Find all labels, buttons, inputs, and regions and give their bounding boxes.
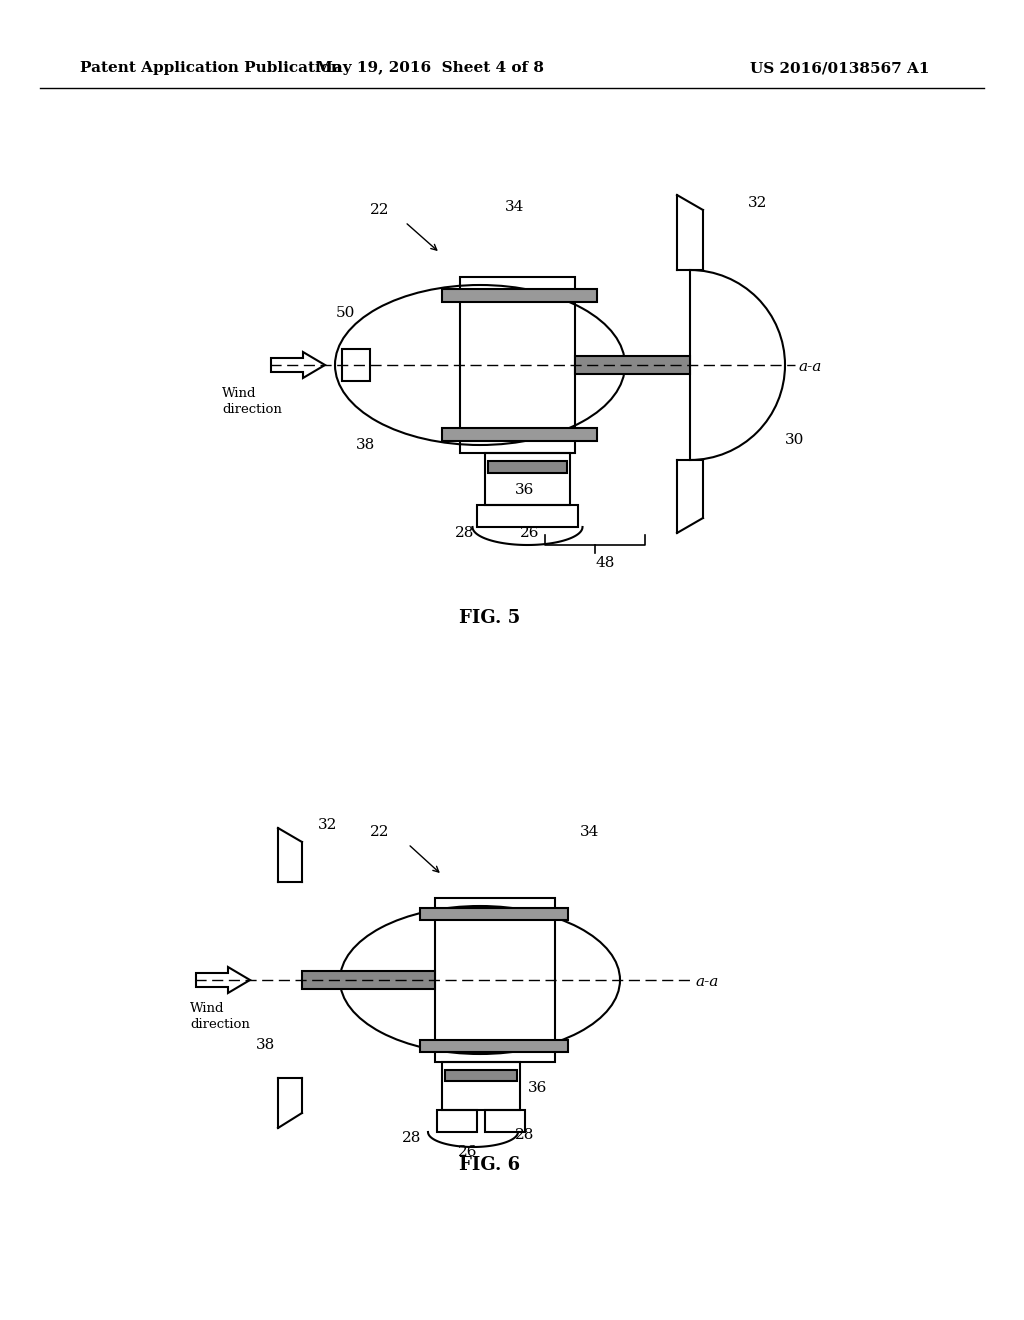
Bar bbox=[575, 356, 690, 374]
Text: a-a: a-a bbox=[798, 360, 821, 374]
Text: FIG. 5: FIG. 5 bbox=[460, 609, 520, 627]
Bar bbox=[420, 908, 568, 920]
Text: 48: 48 bbox=[595, 556, 614, 570]
Bar bbox=[420, 1040, 568, 1052]
Text: 28: 28 bbox=[402, 1131, 422, 1144]
Bar bbox=[488, 461, 567, 473]
Text: 32: 32 bbox=[748, 195, 767, 210]
Bar bbox=[442, 289, 597, 302]
Text: May 19, 2016  Sheet 4 of 8: May 19, 2016 Sheet 4 of 8 bbox=[316, 61, 544, 75]
Text: a-a: a-a bbox=[695, 975, 719, 989]
Text: US 2016/0138567 A1: US 2016/0138567 A1 bbox=[750, 61, 930, 75]
Text: FIG. 6: FIG. 6 bbox=[460, 1156, 520, 1173]
Text: Patent Application Publication: Patent Application Publication bbox=[80, 61, 342, 75]
Text: Wind: Wind bbox=[222, 387, 256, 400]
Text: 28: 28 bbox=[515, 1129, 535, 1142]
Text: 26: 26 bbox=[520, 525, 540, 540]
Text: 38: 38 bbox=[256, 1038, 275, 1052]
Text: 26: 26 bbox=[459, 1144, 478, 1159]
Bar bbox=[445, 1071, 517, 1081]
Text: 34: 34 bbox=[580, 825, 599, 840]
Text: 38: 38 bbox=[355, 438, 375, 451]
Text: 22: 22 bbox=[371, 203, 390, 216]
Text: 36: 36 bbox=[528, 1081, 548, 1096]
Text: 34: 34 bbox=[505, 201, 524, 214]
Bar bbox=[342, 348, 370, 381]
Text: 30: 30 bbox=[785, 433, 805, 447]
Bar bbox=[485, 453, 570, 506]
Bar bbox=[485, 1110, 525, 1133]
Text: 50: 50 bbox=[336, 306, 355, 319]
Bar bbox=[437, 1110, 477, 1133]
Text: direction: direction bbox=[190, 1018, 250, 1031]
Text: 22: 22 bbox=[371, 825, 390, 840]
Text: direction: direction bbox=[222, 403, 282, 416]
Bar bbox=[442, 1063, 520, 1110]
Bar bbox=[477, 506, 578, 527]
Text: 36: 36 bbox=[515, 483, 535, 498]
Bar bbox=[442, 428, 597, 441]
Bar bbox=[302, 972, 435, 989]
Text: 28: 28 bbox=[456, 525, 475, 540]
Bar bbox=[460, 277, 575, 453]
Text: Wind: Wind bbox=[190, 1002, 224, 1015]
Bar bbox=[435, 898, 555, 1063]
Text: 32: 32 bbox=[318, 818, 338, 832]
